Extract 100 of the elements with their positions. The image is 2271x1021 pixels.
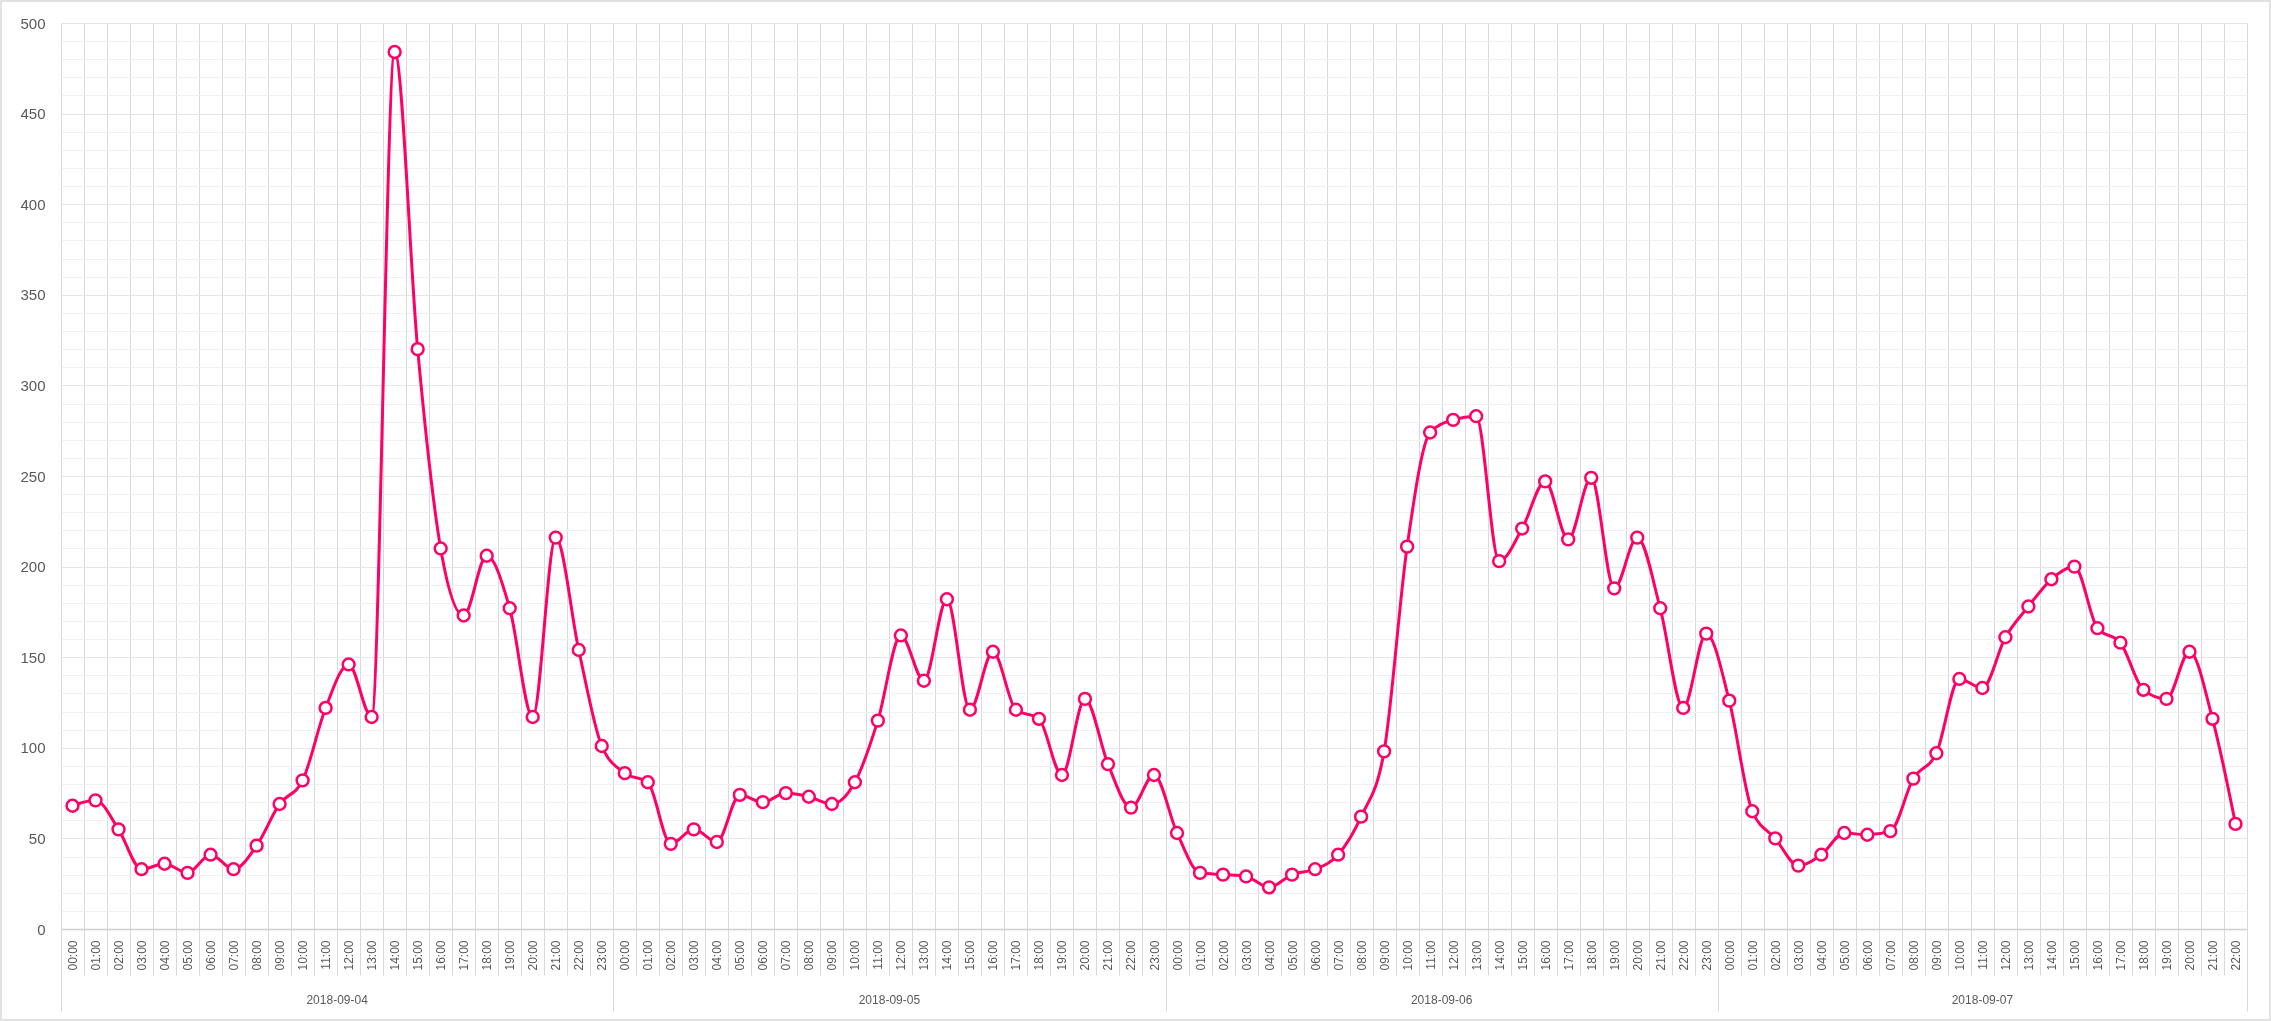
x-tick-label: 21:00 [2205,940,2220,971]
x-tick-label: 03:00 [135,940,150,971]
x-tick-label: 04:00 [1262,940,1277,971]
x-tick-label: 00:00 [1722,940,1737,971]
x-tick-label: 04:00 [158,940,173,971]
x-tick-label: 16:00 [2090,940,2105,971]
x-tick-label: 07:00 [227,940,242,971]
x-tick-label: 21:00 [1101,940,1116,971]
x-tick-label: 19:00 [2159,940,2174,971]
x-tick-label: 12:00 [342,940,357,971]
x-tick-label: 11:00 [319,940,334,970]
text: 2018-09-07 [1951,993,2014,1007]
x-tick-label: 21:00 [549,940,564,971]
x-tick-label: 04:00 [710,940,725,971]
x-tick-label: 18:00 [1032,940,1047,971]
x-tick-label: 18:00 [480,940,495,971]
x-tick-label: 13:00 [917,940,932,971]
x-tick-label: 09:00 [1377,940,1392,971]
x-tick-label: 04:00 [1814,940,1829,971]
x-tick-label: 07:00 [779,940,794,971]
x-tick-label: 03:00 [1239,940,1254,971]
x-tick-label: 18:00 [1584,940,1599,971]
x-tick-label: 17:00 [457,940,472,971]
text: 2018-09-06 [1410,993,1473,1007]
x-tick-label: 16:00 [1538,940,1553,971]
y-tick-label: 250 [20,467,46,485]
x-tick-label: 17:00 [2113,940,2128,971]
x-tick-label: 17:00 [1009,940,1024,971]
y-tick-label: 450 [20,105,46,123]
x-tick-label: 16:00 [986,940,1001,971]
x-tick-label: 22:00 [1676,940,1691,971]
x-tick-label: 20:00 [2182,940,2197,971]
x-tick-label: 02:00 [1768,940,1783,971]
x-tick-label: 05:00 [733,940,748,971]
x-tick-label: 22:00 [1124,940,1139,971]
x-tick-label: 10:00 [296,940,311,971]
x-tick-label: 14:00 [940,940,955,971]
x-tick-label: 03:00 [1791,940,1806,971]
x-tick-label: 01:00 [1193,940,1208,971]
x-tick-label: 05:00 [1285,940,1300,971]
x-tick-label: 18:00 [2136,940,2151,971]
x-tick-label: 14:00 [1492,940,1507,971]
x-tick-label: 10:00 [848,940,863,971]
x-tick-label: 12:00 [1998,940,2013,971]
x-tick-label: 08:00 [802,940,817,971]
x-tick-label: 10:00 [1400,940,1415,971]
x-tick-label: 23:00 [1147,940,1162,971]
y-tick-label: 500 [20,14,46,32]
x-tick-label: 10:00 [1952,940,1967,971]
x-tick-label: 20:00 [1078,940,1093,971]
x-tick-label: 02:00 [664,940,679,971]
x-tick-label: 13:00 [2021,940,2036,971]
x-tick-label: 01:00 [89,940,104,971]
x-tick-label: 22:00 [2228,940,2243,971]
x-tick-label: 01:00 [641,940,656,971]
y-tick-label: 200 [20,558,46,576]
x-tick-label: 03:00 [687,940,702,971]
x-tick-label: 07:00 [1883,940,1898,971]
x-tick-label: 16:00 [434,940,449,971]
x-tick-label: 21:00 [1653,940,1668,971]
x-tick-label: 11:00 [1423,940,1438,970]
x-tick-label: 12:00 [894,940,909,971]
x-tick-label: 12:00 [1446,940,1461,971]
x-tick-label: 08:00 [250,940,265,971]
x-tick-label: 09:00 [1929,940,1944,971]
y-tick-label: 400 [20,195,46,213]
x-tick-label: 13:00 [1469,940,1484,971]
y-tick-label: 300 [20,376,46,394]
x-tick-label: 06:00 [1860,940,1875,971]
y-tick-label: 100 [20,739,46,757]
x-tick-label: 02:00 [112,940,127,971]
x-tick-label: 20:00 [1630,940,1645,971]
y-tick-label: 350 [20,286,46,304]
x-tick-label: 15:00 [2067,940,2082,971]
x-tick-label: 11:00 [1975,940,1990,970]
x-tick-label: 23:00 [595,940,610,971]
y-tick-label: 150 [20,648,46,666]
x-tick-label: 22:00 [572,940,587,971]
x-tick-label: 09:00 [825,940,840,971]
x-tick-label: 00:00 [618,940,633,971]
x-tick-label: 15:00 [411,940,426,971]
x-tick-label: 14:00 [2044,940,2059,971]
x-tick-label: 14:00 [388,940,403,971]
x-tick-label: 05:00 [1837,940,1852,971]
x-tick-label: 06:00 [1308,940,1323,971]
y-tick-label: 50 [28,829,46,847]
text: 2018-09-05 [858,993,921,1007]
x-tick-label: 11:00 [871,940,886,970]
x-tick-label: 19:00 [503,940,518,971]
x-tick-label: 02:00 [1216,940,1231,971]
x-tick-label: 23:00 [1699,940,1714,971]
x-tick-label: 19:00 [1055,940,1070,971]
x-tick-label: 09:00 [273,940,288,971]
x-tick-label: 13:00 [365,940,380,971]
x-tick-label: 08:00 [1354,940,1369,971]
x-tick-label: 15:00 [1515,940,1530,971]
x-tick-label: 06:00 [204,940,219,971]
x-tick-label: 05:00 [181,940,196,971]
x-tick-label: 17:00 [1561,940,1576,971]
x-tick-label: 15:00 [963,940,978,971]
